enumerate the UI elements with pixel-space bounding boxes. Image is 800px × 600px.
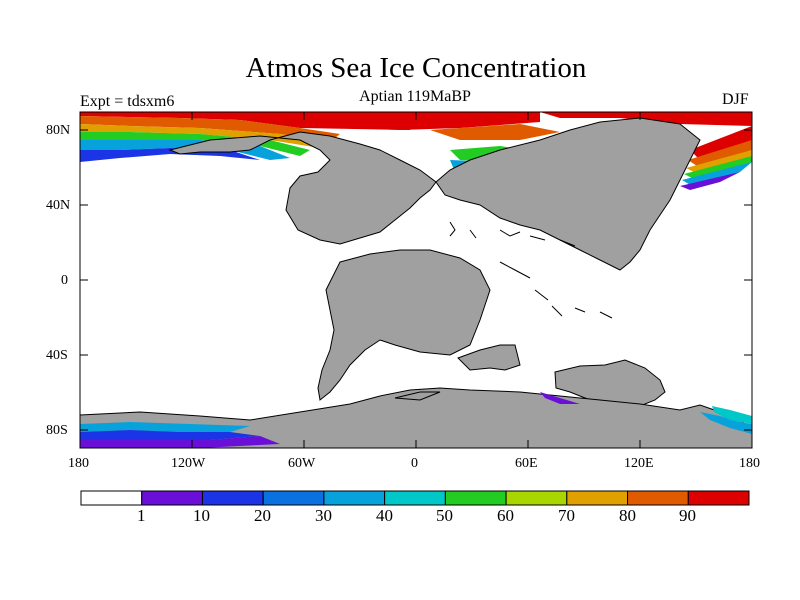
map-subtitle: Aptian 119MaBP — [359, 88, 471, 105]
landmass-eurasia — [435, 117, 701, 271]
colorbar-label-50: 50 — [436, 506, 453, 525]
landmass-south-america — [317, 249, 491, 401]
lon-label-180e: 180 — [739, 456, 760, 471]
colorbar-box-10 — [687, 490, 750, 506]
lat-label-40s: 40S — [46, 348, 68, 363]
colorbar-label-90: 90 — [679, 506, 696, 525]
map-panel — [80, 112, 752, 448]
colorbar-box-1 — [141, 490, 203, 506]
colorbar-label-1: 1 — [137, 506, 146, 525]
map-title: Atmos Sea Ice Concentration — [245, 52, 587, 84]
colorbar-label-20: 20 — [254, 506, 271, 525]
colorbar-box-5 — [384, 490, 446, 506]
lon-label-120e: 120E — [624, 456, 654, 471]
islands — [449, 221, 613, 319]
colorbar-label-80: 80 — [619, 506, 636, 525]
colorbar-label-30: 30 — [315, 506, 332, 525]
lon-label-60w: 60W — [288, 456, 316, 471]
colorbar-box-6 — [444, 490, 507, 506]
lon-label-0: 0 — [411, 456, 418, 471]
colorbar-box-3 — [262, 490, 325, 506]
experiment-label: Expt = tdsxm6 — [80, 93, 175, 110]
lon-label-120w: 120W — [171, 456, 206, 471]
landmass-north-america — [168, 131, 437, 245]
season-label: DJF — [722, 91, 749, 108]
colorbar — [80, 490, 750, 506]
colorbar-label-60: 60 — [497, 506, 514, 525]
colorbar-label-70: 70 — [558, 506, 575, 525]
lon-label-60e: 60E — [515, 456, 538, 471]
antarctic-ice-east — [700, 412, 752, 434]
landmass-india — [457, 344, 521, 371]
lat-label-40n: 40N — [46, 198, 71, 213]
antarctic-ice-west — [80, 422, 250, 432]
axis-ticks — [80, 112, 752, 448]
colorbar-label-10: 10 — [193, 506, 210, 525]
colorbar-box-0 — [80, 490, 143, 506]
lat-label-80s: 80S — [46, 423, 68, 438]
colorbar-box-7 — [505, 490, 568, 506]
arctic-ice-west — [80, 112, 410, 130]
lat-label-0: 0 — [61, 273, 68, 288]
lat-label-80n: 80N — [46, 123, 71, 138]
land-masses — [80, 117, 752, 448]
colorbar-box-2 — [201, 490, 264, 506]
colorbar-box-4 — [323, 490, 386, 506]
colorbar-box-8 — [566, 490, 629, 506]
colorbar-label-40: 40 — [376, 506, 393, 525]
lon-label-180w: 180 — [68, 456, 89, 471]
colorbar-box-9 — [627, 490, 689, 506]
landmass-australia — [554, 359, 666, 407]
